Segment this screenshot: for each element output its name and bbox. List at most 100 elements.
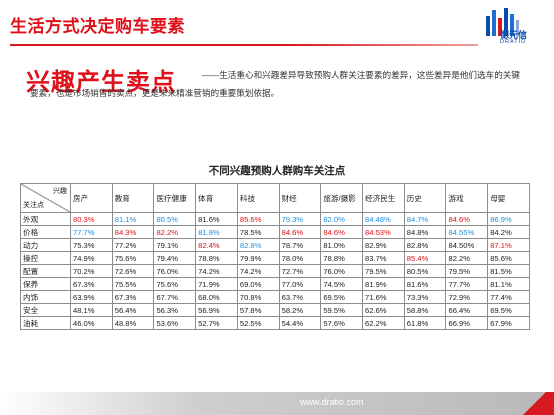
company-logo: 德元信 DRATIO: [484, 6, 540, 48]
table-cell: 81.8%: [195, 225, 238, 239]
corner-label-interest: 兴趣: [53, 188, 67, 195]
column-header: 经济民生: [362, 183, 405, 213]
table-row: 价格 77.7% 84.3% 82.2% 81.8% 78.5% 84.6% 84.6% 84.…: [20, 225, 530, 239]
table-cell: 81.1%: [111, 212, 155, 226]
page-title: 生活方式决定购车要素: [10, 17, 185, 36]
row-label: 外观: [20, 212, 71, 226]
table-cell: 81.5%: [487, 264, 530, 278]
column-header: 母婴: [487, 183, 530, 213]
table-cell: 71.6%: [362, 290, 405, 304]
table-cell: 48.8%: [111, 316, 155, 330]
table-cell: 67.3%: [111, 290, 155, 304]
footer-url: www.dratio.com: [300, 397, 364, 407]
row-label: 价格: [20, 225, 71, 239]
table-row: 配置 70.2% 72.6% 76.0% 74.2% 74.2% 72.7% 76.0% 79.…: [20, 264, 530, 278]
table-cell: 85.6%: [236, 212, 280, 226]
table-cell: 84.50%: [445, 238, 489, 252]
column-header: 房产: [70, 183, 113, 213]
table-cell: 79.4%: [153, 251, 197, 265]
table-cell: 72.7%: [278, 264, 322, 278]
table-cell: 73.3%: [403, 290, 447, 304]
table-cell: 83.7%: [362, 251, 405, 265]
section-heading: 兴趣产生卖点: [26, 69, 176, 96]
table-cell: 84.6%: [320, 225, 364, 239]
table-row: 操控 74.9% 75.6% 79.4% 78.8% 79.9% 78.0% 78.8% 83.…: [20, 251, 530, 265]
table-cell: 77.4%: [487, 290, 530, 304]
table-cell: 77.2%: [111, 238, 155, 252]
table-cell: 84.48%: [362, 212, 405, 226]
table-cell: 75.5%: [111, 277, 155, 291]
table-cell: 78.8%: [320, 251, 364, 265]
table-cell: 78.7%: [278, 238, 322, 252]
table-cell: 71.9%: [195, 277, 238, 291]
table-cell: 81.1%: [487, 277, 530, 291]
table-cell: 84.3%: [111, 225, 155, 239]
table-cell: 84.55%: [445, 225, 489, 239]
table-cell: 63.9%: [70, 290, 113, 304]
title-divider: [10, 44, 478, 46]
table-cell: 46.0%: [70, 316, 113, 330]
table-cell: 74.5%: [320, 277, 364, 291]
table-cell: 75.6%: [153, 277, 197, 291]
corner-label-focus: 关注点: [23, 202, 44, 209]
table-cell: 85.4%: [403, 251, 447, 265]
table-cell: 81.6%: [403, 277, 447, 291]
row-label: 内饰: [20, 290, 71, 304]
table-cell: 75.6%: [111, 251, 155, 265]
row-label: 安全: [20, 303, 71, 317]
table-cell: 70.2%: [70, 264, 113, 278]
table-cell: 82.4%: [195, 238, 238, 252]
table-cell: 82.8%: [403, 238, 447, 252]
table-cell: 78.0%: [278, 251, 322, 265]
diagonal-line-icon: [21, 184, 70, 212]
table-cell: 80.5%: [403, 264, 447, 278]
table-cell: 57.8%: [236, 303, 280, 317]
table-cell: 67.9%: [487, 316, 530, 330]
column-header: 教育: [111, 183, 155, 213]
table-cell: 74.2%: [236, 264, 280, 278]
table-cell: 57.6%: [320, 316, 364, 330]
table-cell: 76.0%: [320, 264, 364, 278]
table-cell: 56.9%: [195, 303, 238, 317]
table-cell: 79.5%: [362, 264, 405, 278]
table-cell: 82.0%: [320, 212, 364, 226]
table-cell: 81.6%: [195, 212, 238, 226]
column-header: 历史: [403, 183, 447, 213]
table-cell: 76.0%: [153, 264, 197, 278]
logo-subtext: DRATIO: [500, 39, 527, 45]
table-cell: 81.9%: [362, 277, 405, 291]
table-cell: 70.8%: [236, 290, 280, 304]
table-cell: 54.4%: [278, 316, 322, 330]
footer-corner-accent: [520, 392, 554, 415]
data-table: 兴趣 关注点 房产 教育 医疗健康 体育 科技 财经 旅游/摄影 经济民生 历史 游戏 母婴 外观 8…: [20, 183, 530, 330]
table-cell: 79.9%: [236, 251, 280, 265]
column-header: 医疗健康: [153, 183, 197, 213]
table-row: 内饰 63.9% 67.3% 67.7% 68.0% 70.8% 63.7% 69.5% 71.…: [20, 290, 530, 304]
table-cell: 77.7%: [70, 225, 113, 239]
column-header: 财经: [278, 183, 322, 213]
table-cell: 52.5%: [236, 316, 280, 330]
table-cell: 69.5%: [320, 290, 364, 304]
table-cell: 79.3%: [278, 212, 322, 226]
table-cell: 69.0%: [236, 277, 280, 291]
table-cell: 82.2%: [153, 225, 197, 239]
table-corner-cell: 兴趣 关注点: [20, 183, 71, 213]
table-cell: 84.8%: [403, 225, 447, 239]
table-cell: 72.9%: [445, 290, 489, 304]
table-row: 安全 48.1% 56.4% 56.3% 56.9% 57.8% 58.2% 59.5% 62.…: [20, 303, 530, 317]
column-header: 游戏: [445, 183, 489, 213]
table-row: 保养 67.3% 75.5% 75.6% 71.9% 69.0% 77.0% 74.5% 81.…: [20, 277, 530, 291]
table-cell: 78.8%: [195, 251, 238, 265]
table-cell: 53.6%: [153, 316, 197, 330]
table-cell: 56.3%: [153, 303, 197, 317]
table-cell: 80.3%: [70, 212, 113, 226]
table-cell: 58.8%: [403, 303, 447, 317]
table-cell: 84.53%: [362, 225, 405, 239]
row-label: 操控: [20, 251, 71, 265]
table-cell: 61.8%: [403, 316, 447, 330]
table-cell: 66.4%: [445, 303, 489, 317]
table-cell: 72.6%: [111, 264, 155, 278]
table-row: 外观 80.3% 81.1% 80.5% 81.6% 85.6% 79.3% 82.0% 84.…: [20, 212, 530, 226]
row-label: 油耗: [20, 316, 71, 330]
table-cell: 87.1%: [487, 238, 530, 252]
